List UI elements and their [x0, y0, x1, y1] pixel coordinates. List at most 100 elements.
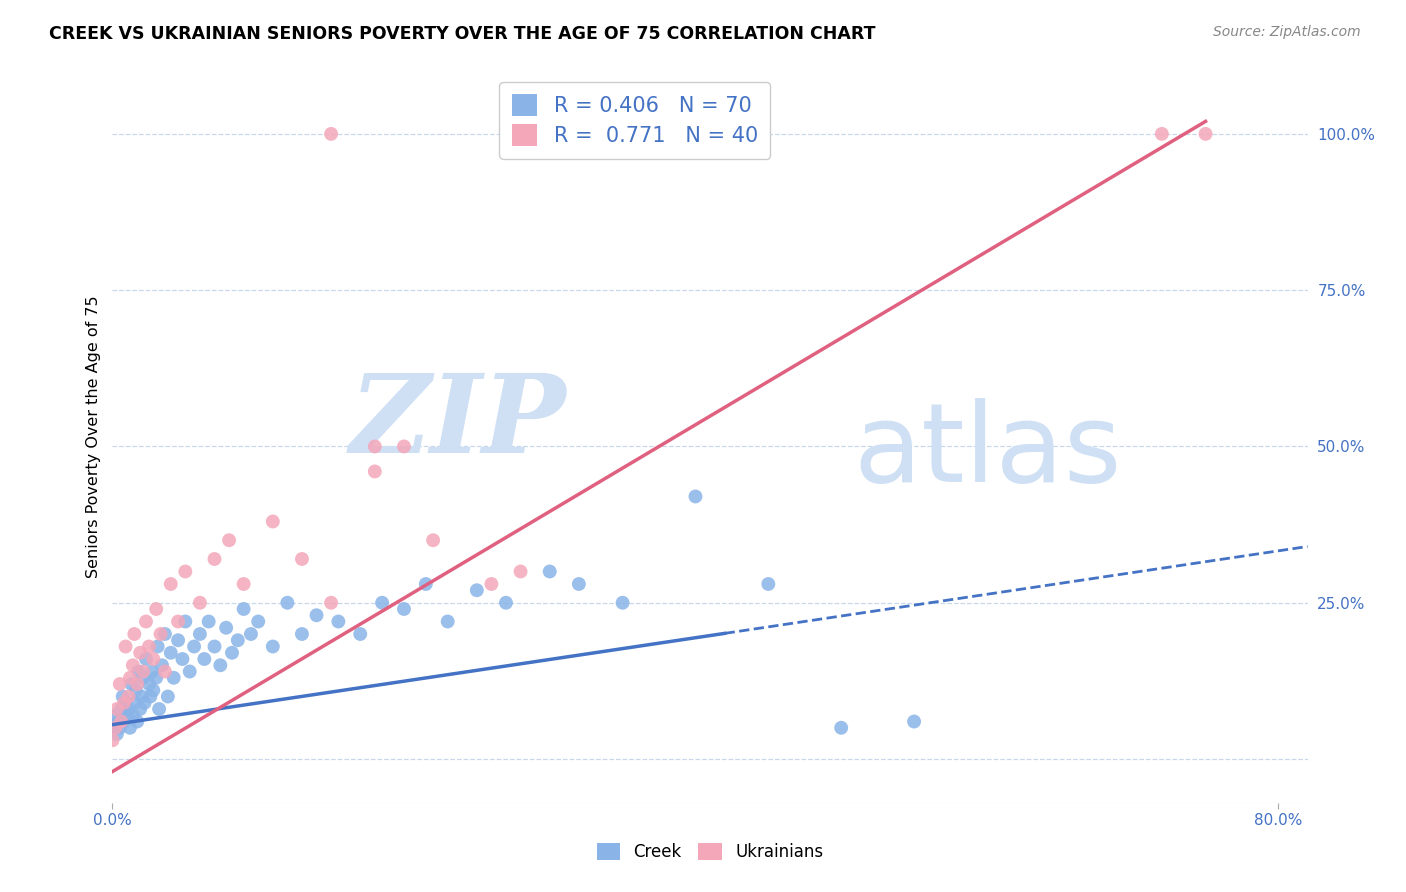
Point: [226, 633, 249, 648]
Text: atlas: atlas: [853, 398, 1122, 505]
Point: [262, 640, 284, 654]
Point: [114, 640, 136, 654]
Point: [118, 721, 141, 735]
Point: [120, 677, 142, 691]
Point: [247, 615, 270, 629]
Point: [108, 677, 131, 691]
Point: [188, 627, 211, 641]
Point: [756, 577, 779, 591]
Point: [128, 665, 150, 679]
Point: [135, 652, 157, 666]
Point: [134, 696, 156, 710]
Point: [188, 596, 211, 610]
Point: [105, 727, 128, 741]
Point: [107, 714, 129, 729]
Point: [163, 671, 186, 685]
Point: [127, 677, 149, 691]
Point: [172, 652, 194, 666]
Point: [145, 602, 167, 616]
Point: [481, 577, 503, 591]
Point: [129, 646, 152, 660]
Point: [138, 677, 160, 691]
Point: [104, 708, 127, 723]
Point: [138, 640, 160, 654]
Point: [179, 665, 201, 679]
Point: [319, 127, 342, 141]
Point: [221, 646, 243, 660]
Text: ZIP: ZIP: [350, 368, 567, 476]
Point: [125, 683, 148, 698]
Point: [392, 602, 415, 616]
Point: [110, 714, 132, 729]
Point: [538, 565, 561, 579]
Text: CREEK VS UKRAINIAN SENIORS POVERTY OVER THE AGE OF 75 CORRELATION CHART: CREEK VS UKRAINIAN SENIORS POVERTY OVER …: [49, 25, 876, 43]
Point: [153, 665, 176, 679]
Point: [146, 640, 169, 654]
Point: [159, 577, 181, 591]
Point: [127, 714, 149, 729]
Y-axis label: Seniors Poverty Over the Age of 75: Seniors Poverty Over the Age of 75: [86, 296, 101, 578]
Point: [124, 627, 146, 641]
Point: [197, 615, 219, 629]
Point: [167, 615, 190, 629]
Point: [132, 671, 155, 685]
Text: Source: ZipAtlas.com: Source: ZipAtlas.com: [1213, 25, 1361, 39]
Point: [135, 615, 157, 629]
Point: [110, 702, 132, 716]
Point: [328, 615, 350, 629]
Point: [118, 671, 141, 685]
Point: [305, 608, 328, 623]
Point: [830, 721, 852, 735]
Point: [129, 702, 152, 716]
Point: [139, 690, 162, 704]
Point: [349, 627, 371, 641]
Point: [509, 565, 531, 579]
Point: [276, 596, 298, 610]
Point: [232, 577, 254, 591]
Point: [204, 640, 226, 654]
Point: [174, 565, 197, 579]
Point: [685, 490, 707, 504]
Point: [612, 596, 634, 610]
Point: [364, 465, 387, 479]
Point: [112, 714, 135, 729]
Point: [141, 665, 163, 679]
Point: [193, 652, 215, 666]
Point: [101, 721, 124, 735]
Point: [262, 515, 284, 529]
Point: [111, 690, 134, 704]
Point: [204, 552, 226, 566]
Point: [132, 665, 155, 679]
Point: [422, 533, 444, 548]
Point: [232, 602, 254, 616]
Point: [568, 127, 591, 141]
Point: [465, 583, 488, 598]
Point: [105, 702, 128, 716]
Point: [159, 646, 181, 660]
Point: [167, 633, 190, 648]
Point: [903, 714, 925, 729]
Point: [149, 627, 172, 641]
Point: [142, 683, 165, 698]
Point: [291, 552, 314, 566]
Point: [392, 440, 415, 454]
Point: [1194, 127, 1216, 141]
Point: [145, 671, 167, 685]
Point: [174, 615, 197, 629]
Point: [150, 658, 173, 673]
Point: [108, 721, 131, 735]
Point: [291, 627, 314, 641]
Legend: Creek, Ukrainians: Creek, Ukrainians: [591, 836, 830, 868]
Point: [215, 621, 238, 635]
Point: [415, 577, 437, 591]
Point: [495, 596, 517, 610]
Point: [112, 696, 135, 710]
Point: [239, 627, 262, 641]
Point: [148, 702, 170, 716]
Point: [371, 596, 394, 610]
Point: [115, 708, 138, 723]
Point: [117, 690, 139, 704]
Point: [142, 652, 165, 666]
Point: [114, 696, 136, 710]
Point: [568, 577, 591, 591]
